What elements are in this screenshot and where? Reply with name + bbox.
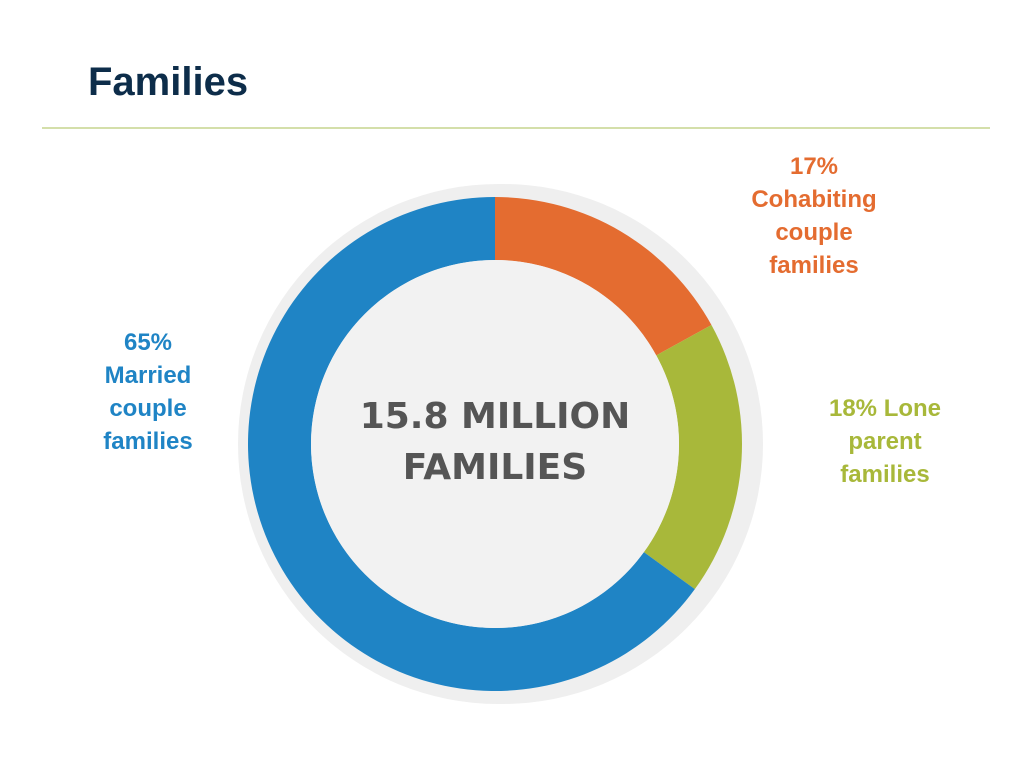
donut-center-disc: [311, 260, 679, 628]
center-label-line-1: 15.8 MILLION: [360, 396, 631, 437]
donut-slice-1: [643, 325, 743, 590]
slice-label-line: Married: [104, 362, 192, 389]
slice-label-line: couple: [775, 219, 853, 246]
slice-label-line: 18% Lone: [828, 395, 942, 422]
center-label-line-2: FAMILIES: [403, 447, 587, 488]
slice-label-line: 65%: [123, 329, 173, 356]
slice-label-line: families: [840, 461, 930, 488]
slice-label-line: parent: [848, 428, 922, 455]
slice-label-cohabiting: 17% Cohabiting couple families: [724, 150, 904, 282]
title-divider: [42, 127, 990, 129]
slice-label-married: 65% Married couple families: [78, 326, 218, 458]
slice-label-line: families: [103, 428, 193, 455]
donut-slice-0: [495, 197, 712, 356]
slice-label-line: couple: [109, 395, 187, 422]
slice-label-lone-parent: 18% Lone parent families: [800, 392, 970, 491]
slice-label-line: Cohabiting: [751, 186, 877, 213]
slice-label-line: families: [769, 252, 859, 279]
donut-slices: [248, 197, 743, 691]
slide-title: Families: [88, 60, 249, 104]
slice-label-line: 17%: [789, 153, 839, 180]
